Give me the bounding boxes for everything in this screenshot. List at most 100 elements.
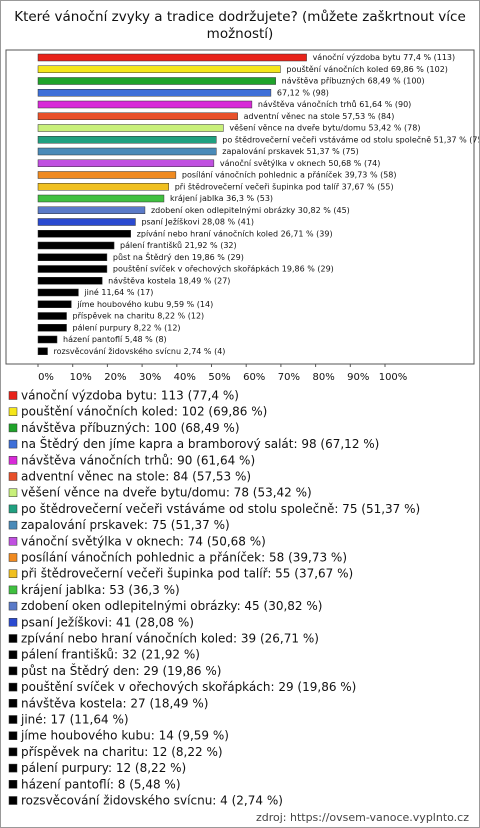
legend-label: adventní věnec na stole: 84 (57,53 %) bbox=[21, 470, 251, 484]
legend-swatch bbox=[8, 504, 18, 514]
bar bbox=[37, 112, 238, 120]
bar bbox=[37, 312, 67, 320]
legend-swatch bbox=[8, 391, 18, 400]
legend-label: pouštění vánočních koled: 102 (69,86 %) bbox=[21, 405, 267, 419]
chart-title: Které vánoční zvyky a tradice dodržujete… bbox=[14, 9, 466, 42]
bar bbox=[37, 159, 215, 167]
bar bbox=[37, 324, 67, 332]
value-label: pálení purpury 8,22 % (12) bbox=[73, 323, 181, 332]
bar bbox=[37, 171, 177, 179]
bar bbox=[37, 65, 281, 73]
legend-label: na Štědrý den jíme kapra a bramborový sa… bbox=[21, 436, 379, 451]
bar bbox=[37, 218, 136, 226]
legend-swatch bbox=[8, 699, 18, 708]
legend-label: půst na Štědrý den: 29 (19,86 %) bbox=[21, 663, 221, 678]
legend-label: po štědrovečerní večeři vstáváme od stol… bbox=[21, 502, 420, 516]
legend-label: házení pantoflí: 8 (5,48 %) bbox=[21, 777, 181, 791]
legend-swatch bbox=[8, 488, 18, 497]
bar bbox=[37, 277, 103, 285]
value-label: po štědrovečerní večeři vstáváme od stol… bbox=[222, 134, 479, 144]
legend-label: zpívání nebo hraní vánočních koled: 39 (… bbox=[21, 632, 319, 646]
x-tick-label: 20% bbox=[104, 372, 126, 383]
legend-swatch bbox=[8, 618, 18, 627]
value-label: krájení jablka 36,3 % (53) bbox=[170, 194, 273, 203]
bar bbox=[37, 335, 58, 344]
bar bbox=[37, 300, 72, 308]
value-label: vánoční světýlka v oknech 50,68 % (74) bbox=[220, 158, 381, 168]
bar bbox=[37, 241, 115, 250]
x-tick-label: 30% bbox=[139, 372, 161, 383]
value-label: jíme houbového kubu 9,59 % (14) bbox=[76, 299, 213, 309]
x-tick-label: 40% bbox=[174, 372, 196, 383]
bar bbox=[37, 206, 146, 214]
legend-swatch bbox=[8, 650, 18, 659]
value-label: návštěva vánočních trhů 61,64 % (90) bbox=[258, 99, 411, 109]
legend-label: rozsvěcování židovského svícnu: 4 (2,74 … bbox=[21, 794, 283, 808]
bar bbox=[37, 89, 272, 97]
value-label: věšení věnce na dveře bytu/domu 53,42 % … bbox=[229, 123, 420, 133]
legend-swatch bbox=[8, 731, 18, 740]
value-label: zdobení oken odlepitelnými obrázky 30,82… bbox=[151, 206, 350, 215]
x-tick-label: 70% bbox=[278, 372, 300, 383]
bar bbox=[37, 183, 169, 191]
bar bbox=[37, 265, 108, 273]
value-label: při štědrovečerní večeři šupinka pod tal… bbox=[175, 181, 394, 191]
legend-swatch bbox=[8, 747, 18, 757]
bar bbox=[37, 147, 217, 156]
legend-label: pouštění svíček v ořechových skořápkách:… bbox=[21, 680, 356, 694]
x-tick-label: 50% bbox=[208, 372, 230, 383]
legend-swatch bbox=[8, 520, 18, 530]
bar bbox=[37, 136, 217, 144]
x-tick-label: 80% bbox=[312, 372, 334, 383]
value-label: pouštění vánočních koled 69,86 % (102) bbox=[286, 64, 448, 74]
legend-label: psaní Ježíškovi: 41 (28,08 %) bbox=[21, 615, 194, 629]
value-label: 67,12 % (98) bbox=[277, 88, 329, 97]
legend-swatch bbox=[8, 585, 18, 595]
legend-label: vánoční světýlka v oknech: 74 (50,68 %) bbox=[21, 534, 266, 548]
value-label: házení pantoflí 5,48 % (8) bbox=[63, 335, 167, 344]
legend-label: vánoční výzdoba bytu: 113 (77,4 %) bbox=[21, 389, 239, 403]
x-tick-label: 100% bbox=[379, 372, 408, 383]
value-label: posílání vánočních pohlednic a přáníček … bbox=[182, 170, 397, 180]
legend-swatch bbox=[8, 407, 18, 416]
legend-label: jiné: 17 (11,64 %) bbox=[20, 713, 129, 727]
legend-label: návštěva příbuzných: 100 (68,49 %) bbox=[21, 421, 240, 435]
legend-swatch bbox=[8, 682, 18, 692]
legend-label: pálení purpury: 12 (8,22 %) bbox=[21, 761, 186, 775]
bar bbox=[37, 347, 48, 355]
legend-label: jíme houbového kubu: 14 (9,59 %) bbox=[20, 729, 229, 743]
legend-swatch bbox=[8, 715, 18, 724]
legend-swatch bbox=[8, 569, 18, 578]
bar bbox=[37, 124, 224, 132]
value-label: zpívání nebo hraní vánočních koled 26,71… bbox=[137, 228, 333, 238]
value-label: vánoční výzdoba bytu 77,4 % (113) bbox=[313, 52, 456, 62]
legend-swatch bbox=[8, 601, 18, 611]
legend-swatch bbox=[8, 456, 18, 465]
legend-swatch bbox=[8, 634, 18, 643]
legend-label: pálení františků: 32 (21,92 %) bbox=[21, 648, 200, 662]
x-tick-label: 0% bbox=[38, 372, 54, 383]
bar bbox=[37, 100, 253, 109]
value-label: pálení františků 21,92 % (32) bbox=[120, 240, 237, 250]
legend-swatch bbox=[8, 553, 18, 562]
legend-label: návštěva vánočních trhů: 90 (61,64 %) bbox=[21, 453, 255, 467]
bar bbox=[37, 288, 79, 297]
legend-swatch bbox=[8, 537, 18, 546]
legend-swatch bbox=[8, 423, 18, 433]
value-label: adventní věnec na stole 57,53 % (84) bbox=[244, 112, 395, 121]
value-label: příspěvek na charitu 8,22 % (12) bbox=[73, 312, 205, 321]
legend-label: posílání vánočních pohlednic a přáníček:… bbox=[21, 551, 347, 565]
value-label: návštěva příbuzných 68,49 % (100) bbox=[282, 76, 425, 86]
value-label: jiné 11,64 % (17) bbox=[83, 287, 153, 297]
x-tick-label: 90% bbox=[347, 372, 369, 383]
chart: 0% 10% 20% 30% 40% 50% 60% 70% 80% 90% 100% vánoční… bbox=[5, 49, 479, 808]
legend-label: příspěvek na charitu: 12 (8,22 %) bbox=[21, 745, 223, 759]
bar bbox=[37, 253, 108, 261]
bar bbox=[37, 194, 165, 203]
legend-swatch bbox=[8, 439, 18, 449]
value-label: rozsvěcování židovského svícnu 2,74 % (4… bbox=[54, 346, 226, 356]
x-tick-label: 60% bbox=[243, 372, 265, 383]
legend-swatch bbox=[8, 796, 18, 805]
value-label: psaní Ježíškovi 28,08 % (41) bbox=[141, 217, 254, 227]
